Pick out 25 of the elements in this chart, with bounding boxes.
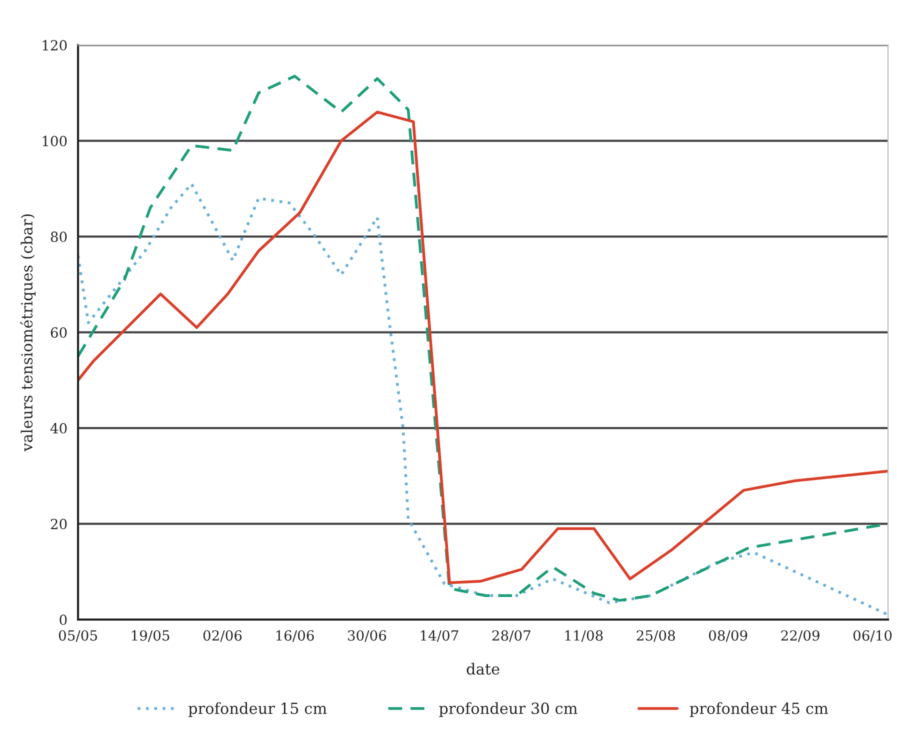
y-tick-label: 120 (42, 40, 67, 51)
y-tick-label: 80 (50, 232, 67, 242)
x-tick-label: 28/07 (492, 630, 530, 642)
legend-label: profondeur 45 cm (690, 702, 828, 718)
legend-label: profondeur 30 cm (439, 702, 578, 718)
x-tick-label: 05/05 (58, 630, 97, 642)
y-tick-label: 20 (50, 518, 67, 530)
x-tick-label: 11/08 (565, 630, 603, 642)
legend-label: profondeur 15 cm (188, 702, 327, 718)
x-tick-label: 14/07 (420, 630, 458, 642)
y-axis-title: valeurs tensiométriques (cbar) (20, 214, 36, 452)
x-tick-label: 08/09 (709, 630, 748, 642)
y-tick-label: 100 (42, 136, 67, 146)
line-series (78, 182, 888, 616)
y-tick-label: 60 (50, 327, 67, 338)
x-tick-label: 25/08 (636, 630, 675, 642)
x-tick-label: 06/10 (853, 630, 892, 642)
y-tick-label: 40 (50, 423, 67, 434)
x-tick-label: 16/06 (276, 630, 314, 642)
x-tick-label: 19/05 (132, 630, 170, 642)
y-tick-label: 0 (60, 614, 67, 626)
x-tick-label: 02/06 (203, 630, 242, 642)
x-tick-label: 22/09 (781, 630, 820, 642)
x-tick-label: 30/06 (348, 630, 386, 642)
x-axis-title: date (466, 662, 500, 675)
